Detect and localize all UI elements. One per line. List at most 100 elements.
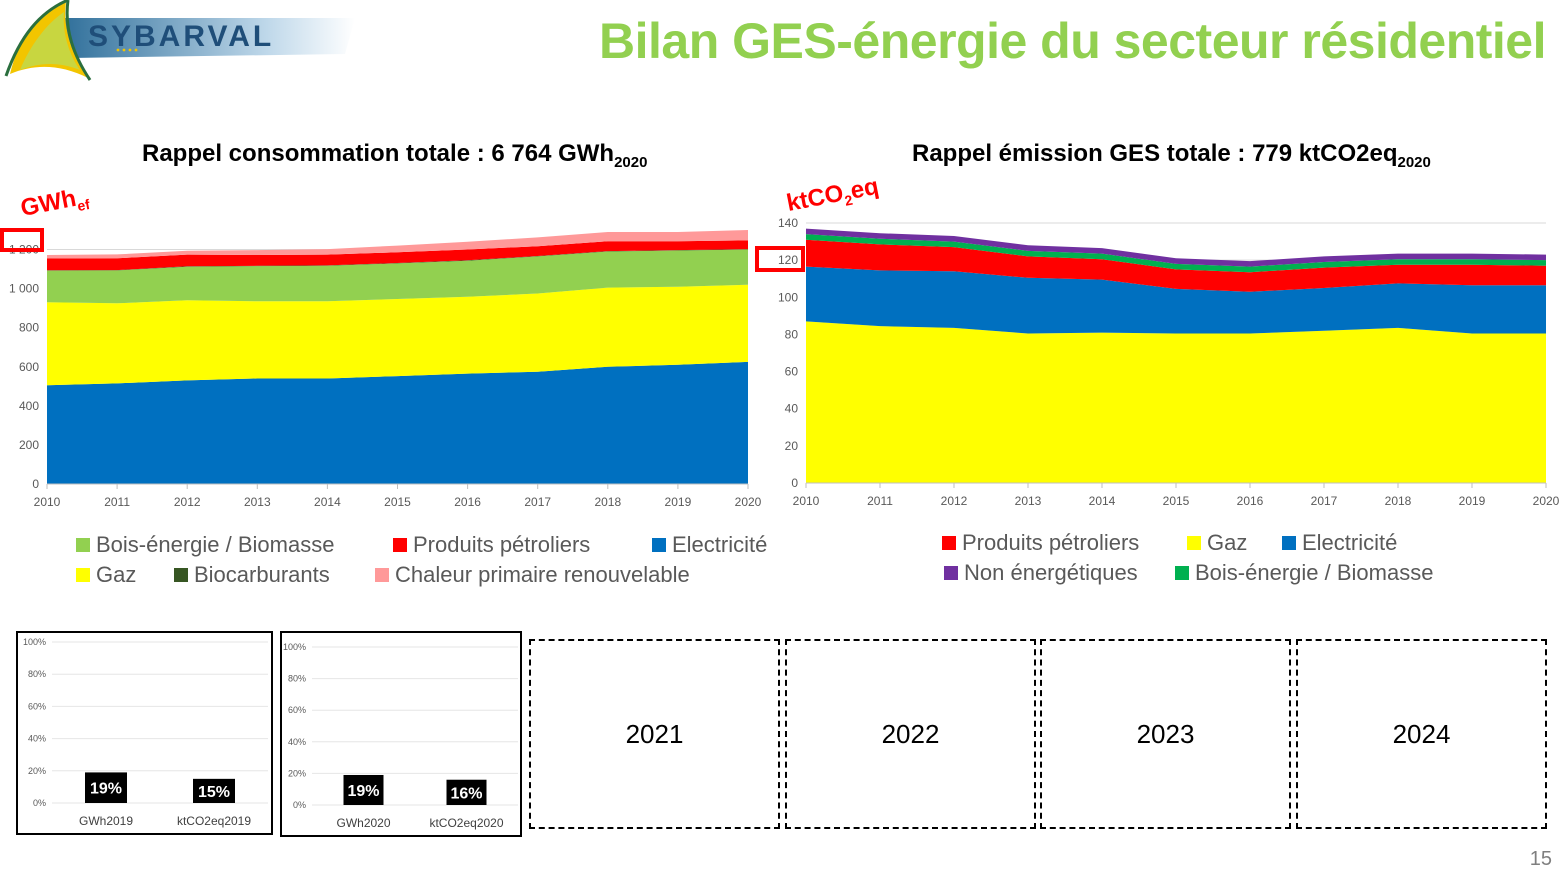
bar1-ytick-label: 0%	[33, 798, 46, 808]
chart2-legend-swatch	[944, 566, 958, 580]
chart2-ytick-label: 20	[785, 439, 799, 453]
chart2-legend-item: Bois-énergie / Biomasse	[1175, 560, 1433, 586]
chart2-title-text: Rappel émission GES totale : 779 ktCO2eq	[912, 140, 1398, 167]
chart1-xtick-label: 2020	[735, 495, 762, 509]
chart1-legend-item: Chaleur primaire renouvelable	[375, 562, 690, 588]
bar1-ytick-label: 20%	[28, 766, 46, 776]
bar1-ytick-label: 40%	[28, 734, 46, 744]
chart1-area-2	[47, 249, 748, 304]
chart1-xtick-label: 2013	[244, 495, 271, 509]
bar1-bar-1	[193, 778, 235, 803]
bar2-data-label: 16%	[450, 785, 482, 802]
chart1-ytick-label: 400	[19, 399, 39, 413]
logo-text: SYBARVAL	[88, 20, 274, 53]
chart2-legend-item: Electricité	[1282, 530, 1397, 556]
chart1-legend-item: Electricité	[652, 532, 767, 558]
chart2-ytick-label: 0	[791, 476, 798, 490]
chart1-legend-item: Gaz	[76, 562, 136, 588]
chart1-legend-swatch	[393, 538, 407, 552]
chart2-highlight-box	[755, 246, 805, 272]
chart1-legend-item: Biocarburants	[174, 562, 330, 588]
chart1-legend-label: Electricité	[672, 532, 768, 557]
chart2-legend-label: Bois-énergie / Biomasse	[1195, 560, 1434, 585]
chart1-legend-swatch	[174, 568, 188, 582]
chart1-area-1	[47, 284, 748, 386]
chart2-area-2	[806, 239, 1546, 292]
chart1-legend-label: Produits pétroliers	[413, 532, 591, 557]
chart2-legend-item: Non énergétiques	[944, 560, 1138, 586]
chart1-xtick-label: 2012	[174, 495, 201, 509]
chart1-legend-swatch	[652, 538, 666, 552]
chart1-legend-label: Chaleur primaire renouvelable	[395, 562, 690, 587]
year-box-2024: 2024	[1296, 639, 1547, 829]
chart2-title-sub: 2020	[1397, 153, 1431, 171]
chart2-legend-item: Gaz	[1187, 530, 1247, 556]
chart2-area-1	[806, 266, 1546, 334]
bar1-data-label: 15%	[198, 784, 230, 801]
chart2-legend-label: Electricité	[1302, 530, 1398, 555]
chart2-ytick-label: 80	[785, 327, 799, 341]
chart1-legend-label: Bois-énergie / Biomasse	[96, 532, 335, 557]
chart1-xtick-label: 2011	[104, 495, 130, 509]
bar2-data-label: 19%	[347, 783, 379, 800]
chart1-area-0	[47, 361, 748, 484]
bar1-ytick-label: 80%	[28, 669, 46, 679]
chart1-xtick-label: 2010	[34, 495, 61, 509]
bar1-category-label: GWh2019	[79, 814, 133, 828]
chart2-area-0	[806, 321, 1546, 483]
bar2-category-label: GWh2020	[336, 816, 390, 830]
chart2-legend-swatch	[1175, 566, 1189, 580]
chart1-xtick-label: 2016	[454, 495, 481, 509]
chart1-legend-item: Produits pétroliers	[393, 532, 590, 558]
bar1-ytick-label: 60%	[28, 701, 46, 711]
chart2-legend-swatch	[1187, 536, 1201, 550]
bar-chart-2020-frame: 0% 20% 40% 60% 80% 100% 19% GWh2020 16% ktCO2eq20…	[280, 631, 522, 837]
chart1-title: Rappel consommation totale : 6 764 GWh20…	[142, 140, 647, 171]
bar2-ytick-label: 100%	[283, 642, 306, 652]
chart2-ytick-label: 60	[785, 365, 799, 379]
page-number: 15	[1529, 848, 1552, 870]
page-title: Bilan GES-énergie du secteur résidentiel	[599, 13, 1546, 69]
chart1-xtick-label: 2017	[524, 495, 551, 509]
chart2-xtick-label: 2012	[941, 494, 968, 508]
bar2-ytick-label: 0%	[293, 800, 306, 810]
share-bar-chart-2019: 0% 20% 40% 60% 80% 100% 19% GWh2019 15% ktCO2eq20…	[23, 637, 268, 828]
emissions-area-chart: 0 20 40 60 80 100 120 140 2010 2011 2012 2013 2014 20…	[778, 216, 1560, 508]
chart2-ytick-label: 100	[778, 290, 798, 304]
year-box-2021: 2021	[529, 639, 780, 829]
chart2-xtick-label: 2014	[1089, 494, 1116, 508]
chart1-ytick-label: 200	[19, 438, 39, 452]
chart1-legend-swatch	[375, 568, 389, 582]
chart2-legend-swatch	[1282, 536, 1296, 550]
bar1-data-label: 19%	[90, 781, 122, 798]
chart1-title-text: Rappel consommation totale : 6 764 GWh	[142, 140, 615, 167]
chart2-xtick-label: 2020	[1533, 494, 1560, 508]
chart2-legend-label: Produits pétroliers	[962, 530, 1140, 555]
chart2-ytick-label: 140	[778, 216, 798, 230]
chart1-xtick-label: 2018	[594, 495, 621, 509]
chart1-legend-item: Bois-énergie / Biomasse	[76, 532, 334, 558]
chart1-legend-label: Biocarburants	[194, 562, 330, 587]
year-box-2023: 2023	[1040, 639, 1291, 829]
chart2-xtick-label: 2019	[1459, 494, 1486, 508]
chart2-title: Rappel émission GES totale : 779 ktCO2eq…	[912, 140, 1431, 171]
chart1-legend-label: Gaz	[96, 562, 137, 587]
chart2-xtick-label: 2011	[867, 494, 893, 508]
chart2-xtick-label: 2018	[1385, 494, 1412, 508]
chart2-area-3	[806, 234, 1546, 273]
bar2-ytick-label: 40%	[288, 737, 306, 747]
chart1-xtick-label: 2014	[314, 495, 341, 509]
bar-chart-2019-frame: 0% 20% 40% 60% 80% 100% 19% GWh2019 15% ktCO2eq20…	[16, 631, 273, 835]
chart2-legend-swatch	[942, 536, 956, 550]
chart2-legend-label: Gaz	[1207, 530, 1248, 555]
chart1-ytick-label: 600	[19, 360, 39, 374]
chart1-ytick-label: 0	[32, 477, 39, 491]
chart1-highlight-box	[0, 228, 44, 252]
chart2-legend-label: Non énergétiques	[964, 560, 1138, 585]
chart2-area-4	[806, 228, 1546, 267]
chart1-legend-swatch	[76, 538, 90, 552]
chart1-xtick-label: 2015	[384, 495, 411, 509]
year-box-2022: 2022	[785, 639, 1036, 829]
bar2-bar-0	[343, 774, 384, 805]
